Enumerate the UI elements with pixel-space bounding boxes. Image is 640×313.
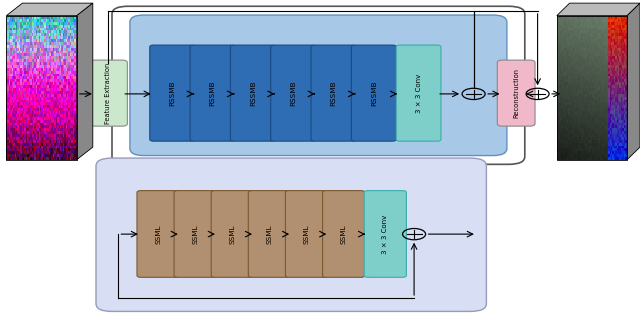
Text: SSML: SSML bbox=[229, 224, 236, 244]
Text: SSML: SSML bbox=[340, 224, 347, 244]
Text: RSSMB: RSSMB bbox=[169, 80, 175, 106]
FancyBboxPatch shape bbox=[174, 191, 216, 277]
Text: SSML: SSML bbox=[192, 224, 198, 244]
Text: SSML: SSML bbox=[266, 224, 273, 244]
FancyBboxPatch shape bbox=[211, 191, 253, 277]
FancyBboxPatch shape bbox=[323, 191, 365, 277]
Polygon shape bbox=[557, 3, 640, 16]
Polygon shape bbox=[6, 3, 93, 16]
Text: RSSMB: RSSMB bbox=[371, 80, 377, 106]
Text: 3 × 3 Conv: 3 × 3 Conv bbox=[415, 74, 422, 113]
FancyBboxPatch shape bbox=[130, 15, 507, 156]
FancyBboxPatch shape bbox=[497, 60, 535, 126]
FancyBboxPatch shape bbox=[351, 45, 396, 141]
FancyBboxPatch shape bbox=[96, 158, 486, 311]
Text: RSSMB: RSSMB bbox=[330, 80, 337, 106]
Text: Feature Extraction: Feature Extraction bbox=[106, 63, 111, 124]
FancyBboxPatch shape bbox=[364, 191, 406, 277]
Polygon shape bbox=[627, 3, 640, 160]
FancyBboxPatch shape bbox=[311, 45, 356, 141]
FancyBboxPatch shape bbox=[150, 45, 195, 141]
Text: SSML: SSML bbox=[155, 224, 161, 244]
Text: SSML: SSML bbox=[303, 224, 310, 244]
Polygon shape bbox=[77, 3, 93, 160]
Text: 3 × 3 Conv: 3 × 3 Conv bbox=[382, 214, 388, 254]
FancyBboxPatch shape bbox=[271, 45, 316, 141]
FancyBboxPatch shape bbox=[248, 191, 291, 277]
FancyBboxPatch shape bbox=[396, 45, 441, 141]
FancyBboxPatch shape bbox=[90, 60, 127, 126]
Polygon shape bbox=[141, 149, 448, 164]
FancyBboxPatch shape bbox=[285, 191, 328, 277]
FancyBboxPatch shape bbox=[190, 45, 235, 141]
Bar bbox=[6, 16, 77, 160]
Bar bbox=[557, 16, 627, 160]
FancyBboxPatch shape bbox=[137, 191, 179, 277]
FancyBboxPatch shape bbox=[112, 6, 525, 164]
Text: Reconstruction: Reconstruction bbox=[513, 68, 519, 118]
Text: RSSMB: RSSMB bbox=[250, 80, 256, 106]
Text: RSSMB: RSSMB bbox=[209, 80, 216, 106]
Text: RSSMB: RSSMB bbox=[290, 80, 296, 106]
FancyBboxPatch shape bbox=[230, 45, 275, 141]
